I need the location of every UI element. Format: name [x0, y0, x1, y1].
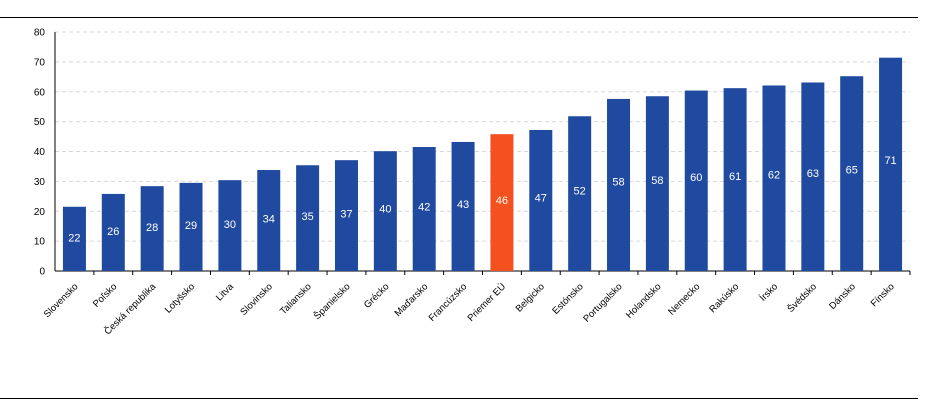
category-label: Španielsko [312, 281, 353, 322]
bar [529, 129, 553, 271]
category-label: Holandsko [624, 281, 664, 321]
category-label: Maďarsko [393, 281, 431, 319]
data-label: 34 [263, 213, 275, 225]
data-label: 58 [612, 177, 624, 189]
data-label: 37 [340, 208, 352, 220]
y-tick-label: 30 [34, 177, 46, 188]
data-label: 22 [68, 233, 80, 245]
category-label: Švédsko [785, 281, 819, 315]
data-label: 28 [146, 222, 158, 234]
category-label: Poľsko [91, 281, 119, 309]
data-label: 63 [807, 168, 819, 180]
category-label: Slovinsko [238, 281, 275, 318]
bar [762, 85, 786, 271]
bar [879, 57, 903, 271]
data-label: 71 [884, 155, 896, 167]
data-label: 43 [457, 199, 469, 211]
bar [218, 180, 242, 271]
bar [801, 82, 825, 272]
bar [373, 151, 397, 271]
y-tick-label: 80 [34, 28, 46, 39]
data-label: 30 [224, 219, 236, 231]
category-label: Fínsko [869, 281, 897, 309]
bar [179, 182, 203, 271]
category-label: Belgicko [514, 281, 547, 314]
y-tick-label: 40 [34, 147, 46, 158]
bottom-rule [0, 398, 918, 399]
category-label: Estónsko [550, 281, 585, 316]
top-rule [0, 17, 918, 18]
y-tick-label: 0 [39, 267, 45, 278]
data-label: 35 [301, 211, 313, 223]
bar [451, 141, 475, 271]
bar [684, 90, 708, 272]
bar [257, 170, 281, 271]
category-label: Írsko [758, 281, 780, 303]
bar [723, 88, 747, 271]
data-label: 61 [729, 171, 741, 183]
category-label: Rakúsko [707, 281, 741, 315]
data-label: 52 [574, 186, 586, 198]
category-label: Francúzsko [427, 281, 470, 324]
bar [412, 147, 436, 271]
data-label: 62 [768, 170, 780, 182]
category-label: Lotyšsko [163, 281, 197, 315]
data-label: 29 [185, 220, 197, 232]
data-label: 60 [690, 172, 702, 184]
bar [645, 96, 669, 271]
y-tick-label: 60 [34, 87, 46, 98]
data-label: 42 [418, 202, 430, 214]
category-label: Portugalsko [581, 281, 624, 324]
category-label: Slovensko [42, 281, 81, 320]
data-label: 46 [496, 195, 508, 207]
bar [568, 116, 592, 271]
category-label: Dánsko [827, 281, 858, 312]
bar [140, 186, 164, 271]
y-tick-label: 50 [34, 117, 46, 128]
category-label: Nemecko [666, 281, 702, 317]
bar [490, 134, 514, 271]
data-label: 65 [846, 165, 858, 177]
data-label: 47 [535, 193, 547, 205]
bar [62, 206, 86, 271]
y-tick-label: 20 [34, 207, 46, 218]
category-label: Priemer EÚ [466, 281, 509, 324]
category-label: Litva [214, 281, 236, 303]
bar [840, 76, 864, 271]
bar [607, 98, 631, 271]
data-label: 40 [379, 204, 391, 216]
y-tick-label: 10 [34, 237, 46, 248]
data-label: 58 [651, 175, 663, 187]
data-label: 26 [107, 226, 119, 238]
y-tick-label: 70 [34, 57, 46, 68]
category-label: Taliansko [278, 281, 314, 317]
bar [296, 165, 320, 271]
bar [334, 160, 358, 271]
bar [101, 193, 125, 271]
category-label: Grécko [362, 281, 391, 310]
